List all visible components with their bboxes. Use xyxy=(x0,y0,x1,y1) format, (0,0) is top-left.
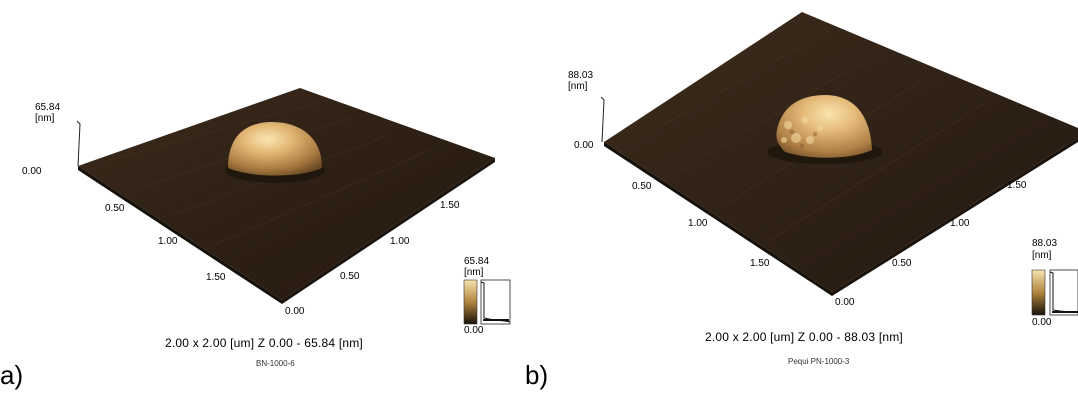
axis-tick: 1.50 xyxy=(206,272,225,283)
panel-label: a) xyxy=(0,360,23,391)
axis-tick: 0.50 xyxy=(340,271,359,282)
axis-tick: 1.50 xyxy=(1007,180,1026,191)
axis-tick: 0.00 xyxy=(22,166,41,177)
panel-label: b) xyxy=(525,360,548,391)
z-axis-unit: [nm] xyxy=(568,81,587,92)
axis-tick: 0.00 xyxy=(574,140,593,151)
axis-tick: 1.00 xyxy=(688,218,707,229)
z-axis-max: 65.84 xyxy=(35,102,60,113)
z-axis-max: 88.03 xyxy=(568,70,593,81)
surface-plane xyxy=(78,88,495,300)
afm-panel-b: 88.03 [nm] 0.00 0.50 1.00 1.50 0.00 0.50… xyxy=(520,0,1078,397)
colorbar-max: 88.03 xyxy=(1032,238,1057,249)
z-axis-unit: [nm] xyxy=(35,113,54,124)
colorbar-histogram-box xyxy=(1050,270,1078,315)
axis-tick: 0.50 xyxy=(105,203,124,214)
colorbar-histogram-box xyxy=(481,280,510,324)
colorbar-min: 0.00 xyxy=(1032,317,1051,328)
colorbar-min: 0.00 xyxy=(464,325,483,336)
axis-tick: 1.50 xyxy=(750,258,769,269)
colorbar-gradient xyxy=(464,280,477,324)
scan-caption: 2.00 x 2.00 [um] Z 0.00 - 65.84 [nm] xyxy=(165,336,363,350)
sample-name: Pequi PN-1000-3 xyxy=(788,357,849,366)
axis-tick: 0.50 xyxy=(632,181,651,192)
colorbar-max: 65.84 xyxy=(464,256,489,267)
axis-tick: 1.00 xyxy=(390,236,409,247)
axis-tick: 1.50 xyxy=(440,200,459,211)
afm-panel-a: 65.84 [nm] 0.00 0.50 1.00 1.50 0.00 0.50… xyxy=(0,0,520,397)
axis-tick: 0.50 xyxy=(892,258,911,269)
z-axis-line xyxy=(77,121,80,166)
colorbar-unit: [nm] xyxy=(1032,250,1051,261)
axis-tick: 1.00 xyxy=(158,236,177,247)
axis-tick: 0.00 xyxy=(285,306,304,317)
axis-tick: 1.00 xyxy=(950,218,969,229)
colorbar-unit: [nm] xyxy=(464,267,483,278)
colorbar-gradient xyxy=(1032,270,1045,315)
z-axis-line xyxy=(601,97,604,142)
scan-caption: 2.00 x 2.00 [um] Z 0.00 - 88.03 [nm] xyxy=(705,330,903,344)
axis-tick: 0.00 xyxy=(835,297,854,308)
sample-name: BN-1000-6 xyxy=(256,359,295,368)
